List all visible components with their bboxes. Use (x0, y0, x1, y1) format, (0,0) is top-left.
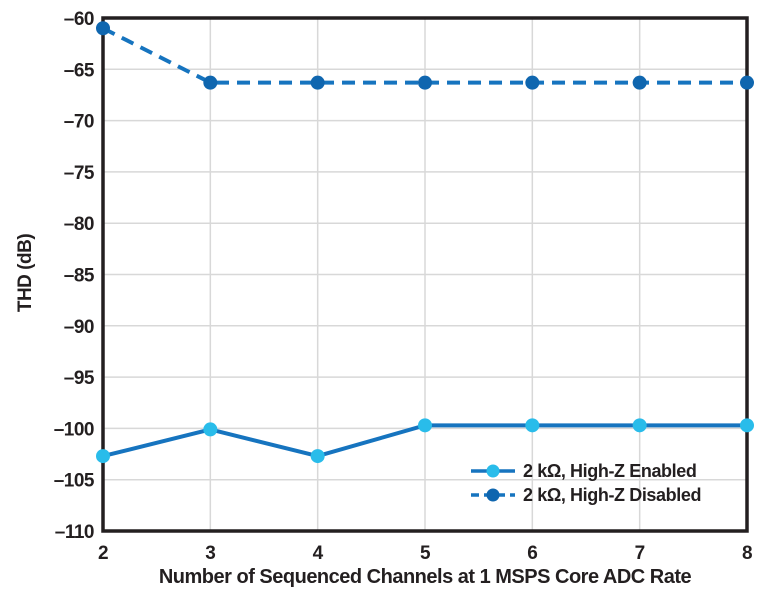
y-tick-label: –65 (64, 60, 95, 81)
y-tick-label: –100 (54, 419, 94, 440)
y-tick-labels: –60 –65 –70 –75 –80 –85 –90 –95 –100 –105 –110 (54, 9, 96, 543)
legend-label-enabled: 2 kΩ, High-Z Enabled (523, 460, 697, 481)
data-point-marker (310, 75, 325, 90)
y-tick-label: –85 (64, 266, 95, 287)
data-point-marker (310, 449, 325, 464)
x-tick-label: 6 (527, 543, 537, 564)
data-point-marker (203, 75, 218, 90)
gridlines (103, 18, 747, 531)
series-1 (96, 21, 754, 90)
series-0 (96, 418, 754, 464)
x-tick-label: 3 (205, 543, 215, 564)
legend-sample-enabled-icon (471, 464, 515, 478)
legend-label-disabled: 2 kΩ, High-Z Disabled (523, 484, 702, 505)
data-point-marker (632, 75, 647, 90)
data-point-marker (740, 75, 754, 90)
data-point-marker (203, 422, 218, 437)
plot-frame (101, 16, 749, 533)
x-tick-label: 5 (420, 543, 431, 564)
y-tick-label: –95 (64, 368, 95, 389)
data-point-marker (418, 418, 432, 433)
legend-sample-disabled-icon (471, 488, 515, 502)
data-point-marker (96, 449, 110, 464)
data-point-marker (740, 418, 754, 433)
data-point-marker (632, 418, 647, 433)
legend-marker (486, 464, 500, 478)
legend-row-disabled: 2 kΩ, High-Z Disabled (470, 483, 701, 507)
y-tick-label: –110 (55, 522, 94, 543)
data-point-marker (418, 75, 432, 90)
y-tick-label: –60 (64, 9, 94, 30)
y-tick-label: –75 (64, 163, 95, 184)
data-point-marker (525, 75, 540, 90)
data-point-marker (525, 418, 540, 433)
x-tick-label: 7 (635, 543, 645, 564)
y-tick-label: –70 (64, 112, 94, 133)
x-tick-labels: 2 3 4 5 6 7 8 (98, 543, 753, 564)
legend-marker (486, 488, 500, 502)
x-tick-label: 4 (313, 543, 324, 564)
legend: 2 kΩ, High-Z Enabled 2 kΩ, High-Z Disabl… (470, 459, 701, 507)
data-point-marker (96, 21, 110, 36)
y-tick-label: –90 (64, 317, 94, 338)
y-axis-title: THD (dB) (15, 233, 36, 313)
x-tick-label: 2 (98, 543, 108, 564)
legend-row-enabled: 2 kΩ, High-Z Enabled (470, 459, 701, 483)
x-tick-label: 8 (742, 543, 752, 564)
y-tick-label: –105 (54, 471, 95, 492)
y-tick-label: –80 (64, 214, 94, 235)
x-axis-title: Number of Sequenced Channels at 1 MSPS C… (158, 566, 692, 588)
